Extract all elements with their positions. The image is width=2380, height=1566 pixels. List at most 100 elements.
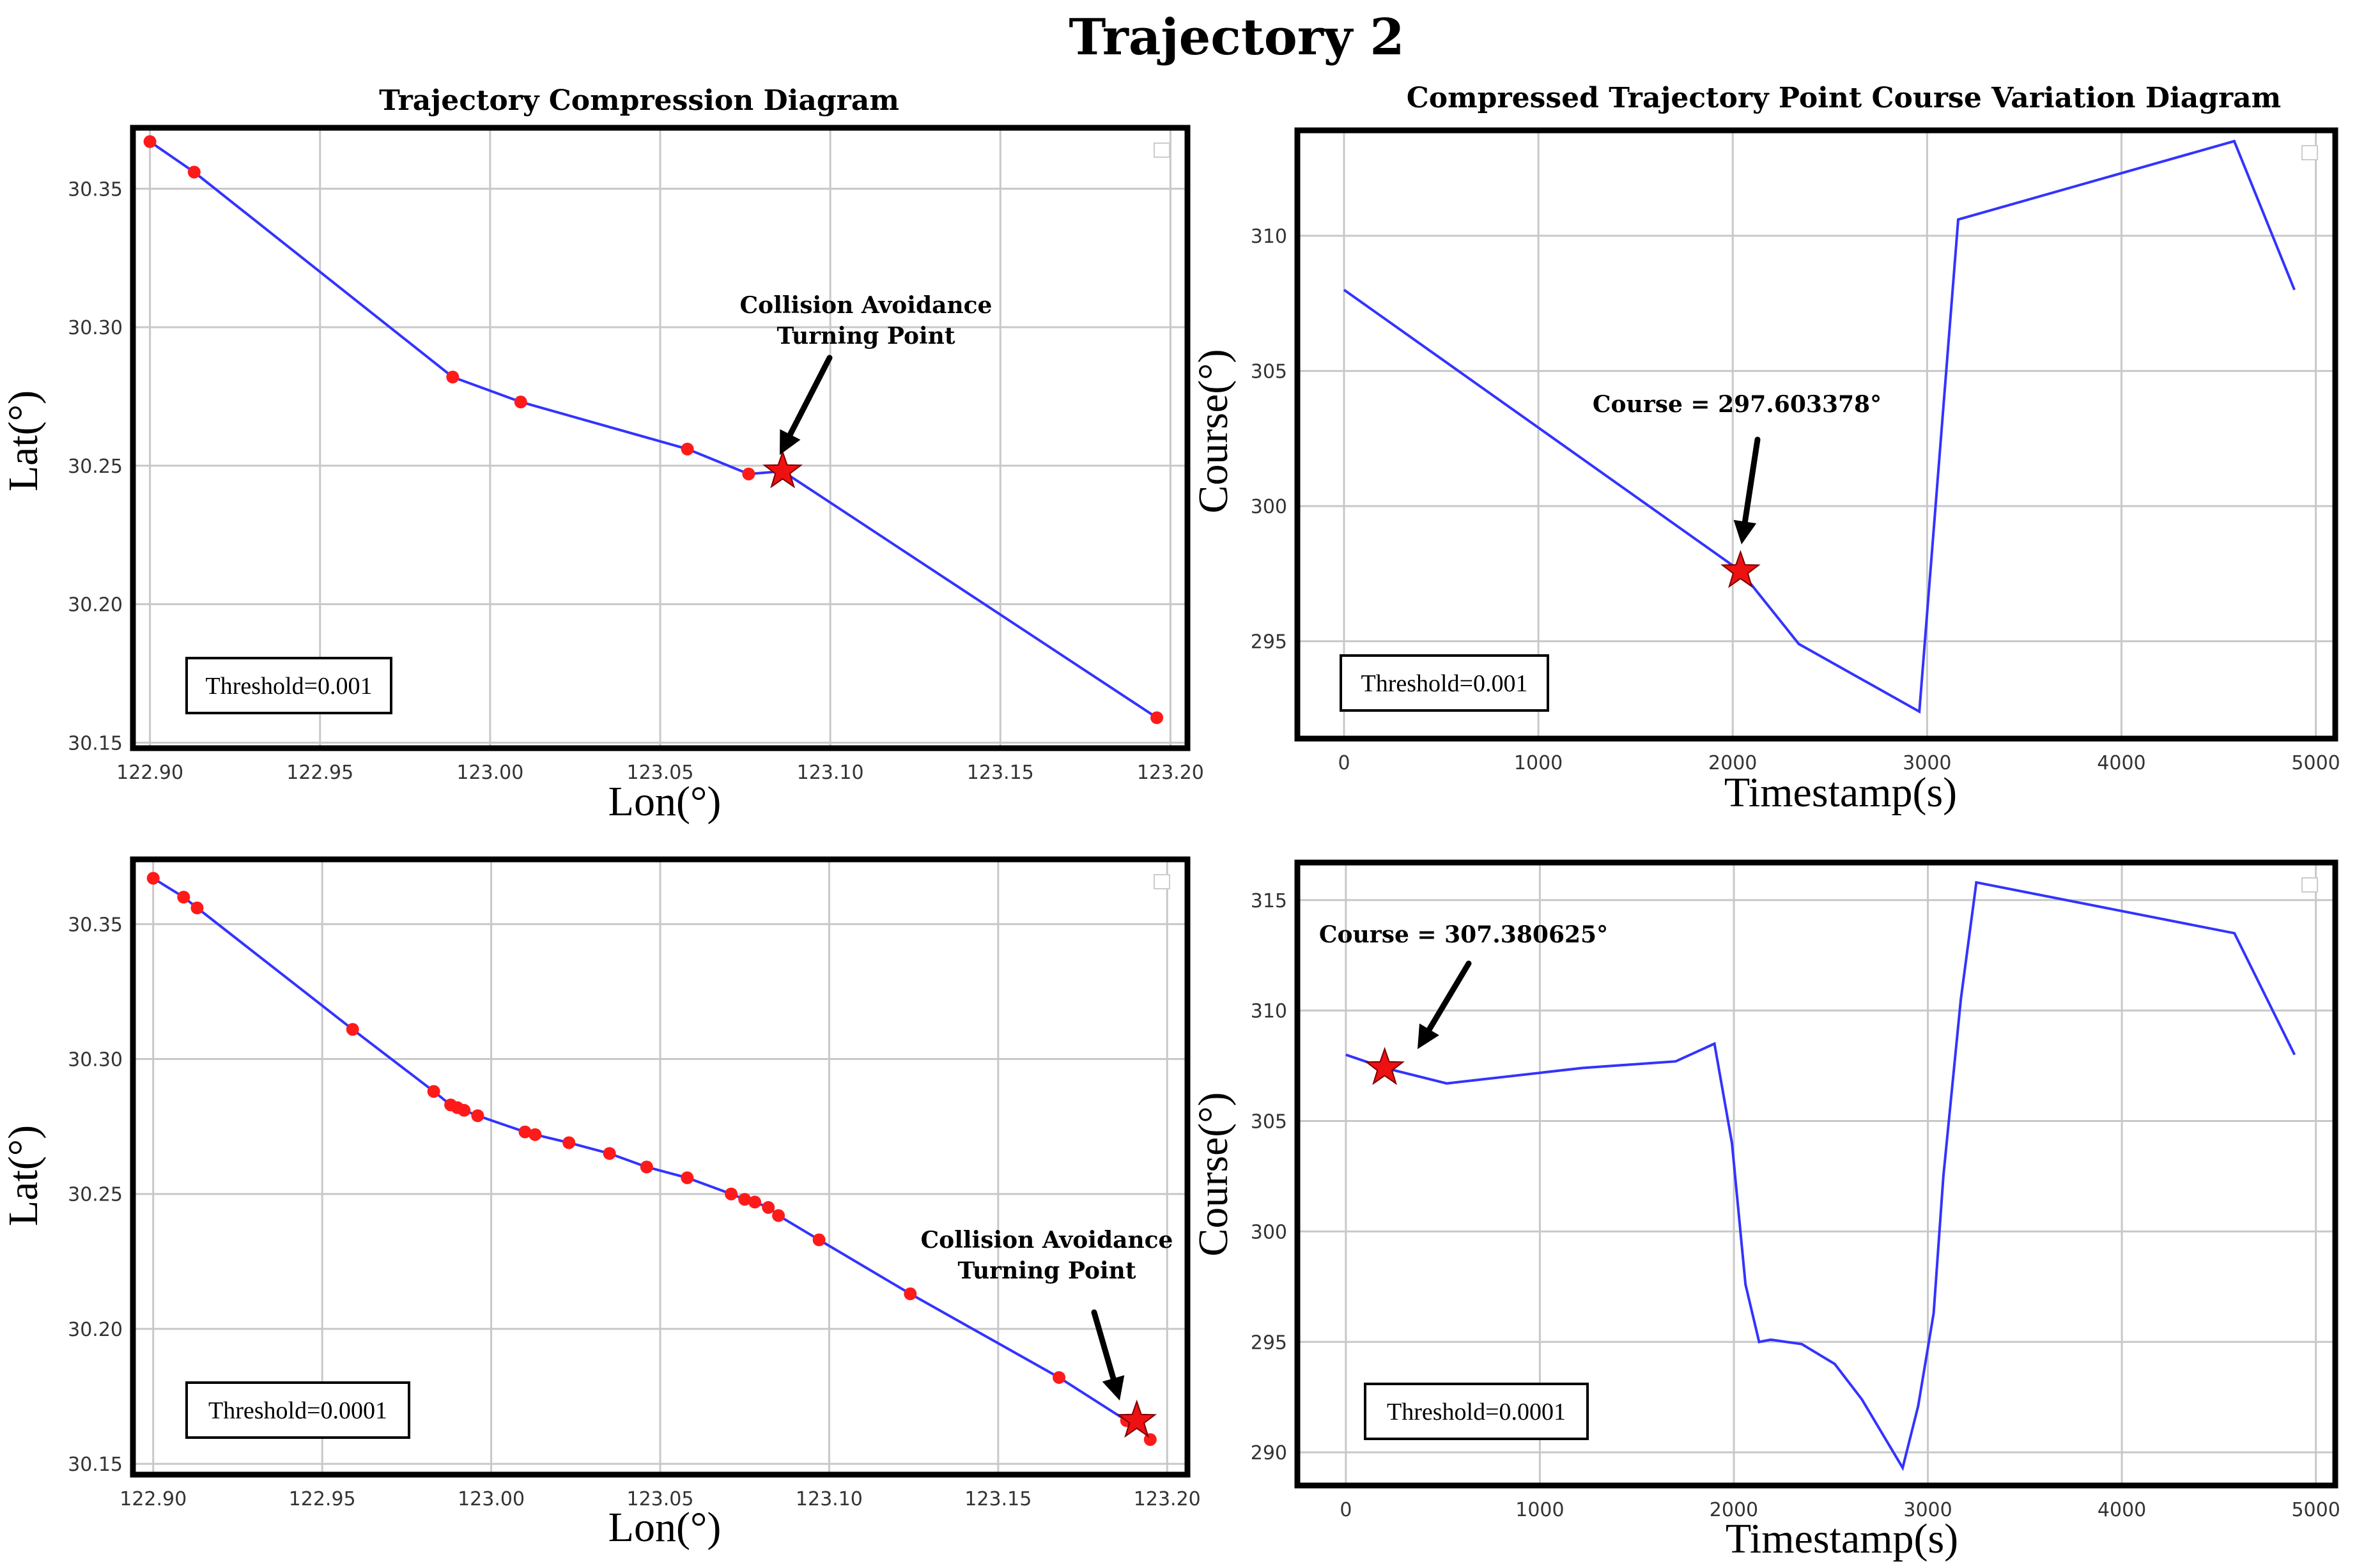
data-point xyxy=(187,165,201,179)
y-tick-label: 315 xyxy=(1251,890,1287,912)
threshold-label: Threshold=0.0001 xyxy=(208,1397,387,1424)
annotation-text: Turning Point xyxy=(958,1257,1136,1284)
data-point xyxy=(446,371,460,384)
data-point xyxy=(529,1128,542,1141)
y-tick-label: 30.15 xyxy=(68,1454,123,1476)
chart-p2: 0 1000 2000 3000 4000 5000 295 300 305 310 Course … xyxy=(1190,82,2340,816)
x-tick-label: 123.10 xyxy=(797,762,864,784)
plot-frame xyxy=(1294,127,2338,742)
x-tick-label: 123.20 xyxy=(1134,1488,1201,1510)
data-point xyxy=(640,1160,653,1174)
y-tick-label: 30.20 xyxy=(68,594,123,617)
x-tick-label: 5000 xyxy=(2291,752,2340,774)
y-tick-label: 305 xyxy=(1251,1111,1287,1133)
y-tick-label: 30.35 xyxy=(68,178,123,201)
threshold-label: Threshold=0.001 xyxy=(1361,670,1527,697)
data-point xyxy=(177,891,190,904)
data-point xyxy=(146,871,160,885)
x-tick-label: 123.00 xyxy=(456,762,523,784)
data-point xyxy=(762,1201,775,1214)
y-tick-label: 30.30 xyxy=(68,317,123,339)
turning-point-star xyxy=(762,450,803,489)
x-tick-label: 0 xyxy=(1340,1499,1352,1521)
threshold-box xyxy=(185,657,392,714)
y-axis-label: Lat(°) xyxy=(0,1125,47,1226)
y-tick-label: 310 xyxy=(1251,226,1287,248)
chart-p1: 122.90 122.95 123.00 123.05 123.10 123.15 123.… xyxy=(0,84,1204,825)
data-point xyxy=(772,1209,785,1222)
annotation-arrowhead xyxy=(780,429,801,455)
y-tick-label: 305 xyxy=(1251,361,1287,383)
annotation-text: Collision Avoidance xyxy=(921,1227,1173,1254)
annotation-arrow xyxy=(787,355,833,438)
y-axis-label: Course(°) xyxy=(1190,349,1237,513)
x-tick-label: 1000 xyxy=(1515,1499,1564,1521)
data-point xyxy=(812,1233,826,1247)
annotation-text: Course = 307.380625° xyxy=(1319,921,1608,948)
x-tick-label: 123.05 xyxy=(627,1488,694,1510)
x-tick-label: 123.15 xyxy=(964,1488,1032,1510)
x-axis-label: Lon(°) xyxy=(608,1504,722,1551)
threshold-label: Threshold=0.001 xyxy=(205,673,372,700)
y-tick-label: 30.20 xyxy=(68,1319,123,1341)
threshold-box xyxy=(1340,654,1549,712)
threshold-label: Threshold=0.0001 xyxy=(1387,1399,1566,1425)
data-point xyxy=(427,1085,440,1098)
x-tick-label: 123.20 xyxy=(1137,762,1204,784)
annotation-text: Course = 297.603378° xyxy=(1593,391,1882,418)
data-point xyxy=(471,1109,484,1123)
data-point xyxy=(603,1147,616,1160)
turning-point-star xyxy=(1117,1399,1157,1438)
x-tick-label: 123.05 xyxy=(627,762,694,784)
plot-title: Trajectory Compression Diagram xyxy=(379,84,899,117)
data-point xyxy=(742,467,755,480)
data-point xyxy=(346,1023,359,1036)
data-point xyxy=(562,1136,576,1149)
legend-box xyxy=(2301,145,2318,160)
y-tick-label: 310 xyxy=(1251,1001,1287,1023)
annotation-arrowhead xyxy=(1102,1375,1125,1401)
series-line xyxy=(1345,880,2296,1471)
data-point xyxy=(1150,711,1164,725)
legend-box xyxy=(2301,877,2318,893)
y-tick-label: 30.30 xyxy=(68,1049,123,1071)
annotation-arrow xyxy=(1091,1309,1117,1381)
x-tick-label: 1000 xyxy=(1514,752,1563,774)
y-tick-label: 290 xyxy=(1251,1442,1287,1464)
x-axis-label: Timestamp(s) xyxy=(1726,1516,1958,1562)
chart-p4: 0 1000 2000 3000 4000 5000 290 295 300 305 310 315 C… xyxy=(1190,859,2340,1562)
annotation-text: Turning Point xyxy=(777,323,955,349)
data-point xyxy=(748,1195,762,1209)
x-tick-label: 123.00 xyxy=(458,1488,525,1510)
x-axis-label: Timestamp(s) xyxy=(1724,769,1957,816)
annotation-text: Collision Avoidance xyxy=(740,292,993,319)
legend-box xyxy=(1154,142,1170,158)
x-tick-label: 122.95 xyxy=(289,1488,356,1510)
x-axis-label: Lon(°) xyxy=(608,778,722,825)
data-point xyxy=(190,902,204,915)
data-point xyxy=(738,1193,752,1206)
data-point xyxy=(1143,1433,1157,1447)
x-tick-label: 4000 xyxy=(2098,1499,2146,1521)
y-tick-label: 30.35 xyxy=(68,914,123,936)
data-point xyxy=(514,395,527,409)
x-tick-label: 123.10 xyxy=(796,1488,863,1510)
data-point xyxy=(904,1287,917,1301)
data-point xyxy=(518,1125,532,1139)
x-tick-label: 123.15 xyxy=(967,762,1034,784)
threshold-box xyxy=(185,1381,410,1439)
plot-title: Compressed Trajectory Point Course Varia… xyxy=(1407,82,2282,114)
annotation-arrow xyxy=(1426,960,1472,1032)
y-tick-label: 30.15 xyxy=(68,732,123,755)
plot-area xyxy=(1297,130,2335,739)
legend-box xyxy=(1154,874,1170,889)
annotation-arrow xyxy=(1742,436,1761,525)
chart-p3: 122.90 122.95 123.00 123.05 123.10 123.15 123.… xyxy=(0,856,1201,1551)
plots-container: 122.90 122.95 123.00 123.05 123.10 123.15 123.… xyxy=(0,82,2340,1562)
y-tick-label: 300 xyxy=(1251,1221,1287,1243)
plot-frame xyxy=(1294,859,2338,1489)
y-axis-label: Lat(°) xyxy=(0,390,47,491)
x-tick-label: 2000 xyxy=(1710,1499,1758,1521)
x-tick-label: 4000 xyxy=(2097,752,2145,774)
data-point xyxy=(681,1171,694,1185)
